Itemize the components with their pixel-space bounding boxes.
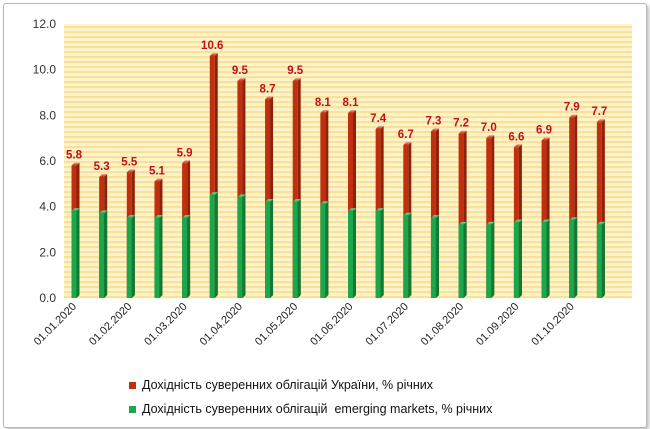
plot-stripe [64, 31, 632, 34]
x-tick-label: 01.09.2020 [474, 301, 521, 348]
data-label: 7.0 [481, 122, 497, 134]
x-tick-label: 01.04.2020 [198, 301, 245, 348]
plot-stripe [64, 46, 632, 49]
data-label: 8.7 [260, 83, 276, 95]
bar-emerging [237, 194, 246, 298]
plot-stripe [64, 76, 632, 79]
x-tick-label: 01.07.2020 [364, 301, 411, 348]
legend-swatch-green [129, 405, 136, 413]
legend-label-emerging: Дохідність суверенних облігацій emerging… [142, 402, 493, 416]
bar-emerging [320, 201, 329, 298]
data-label: 7.7 [591, 106, 607, 118]
data-label: 9.5 [232, 65, 249, 77]
bars [71, 52, 605, 299]
plot-stripe [64, 66, 632, 69]
legend-swatch-red [129, 381, 136, 389]
data-label: 5.9 [177, 147, 193, 159]
bar-emerging [569, 217, 578, 298]
chart-frame: 0.0 2.0 4.0 6.0 8.0 10.0 12.0 5.8 5.3 5.5 5.1 5.9 1… [3, 3, 647, 428]
bar-emerging [209, 192, 218, 298]
plot-stripe [64, 36, 632, 39]
bar-emerging [486, 221, 495, 298]
bar-emerging [126, 215, 135, 298]
x-tick-label: 01.08.2020 [419, 301, 466, 348]
data-label: 6.9 [536, 124, 552, 136]
plot-stripe [64, 81, 632, 84]
data-label: 8.1 [315, 97, 332, 109]
x-axis-labels: 01.01.2020 01.02.2020 01.03.2020 01.04.2020… [32, 301, 577, 348]
plot-stripe [64, 111, 632, 114]
data-label: 9.5 [287, 65, 304, 77]
y-tick-label: 8.0 [39, 108, 56, 122]
data-labels: 5.8 5.3 5.5 5.1 5.9 10.6 9.5 8.7 9.5 8.1 8.1 7.4 6.7… [66, 40, 607, 178]
plot-stripe [64, 101, 632, 104]
data-label: 5.5 [121, 156, 138, 168]
legend-item-emerging: Дохідність суверенних облігацій emerging… [129, 402, 492, 416]
y-tick-label: 4.0 [39, 200, 56, 214]
data-label: 6.6 [508, 131, 524, 143]
y-axis-ticks: 0.0 2.0 4.0 6.0 8.0 10.0 12.0 [33, 17, 57, 305]
x-tick-label: 01.06.2020 [308, 301, 355, 348]
data-label: 5.1 [149, 166, 166, 178]
legend-item-ukraine: Дохідність суверенних облігацій України,… [129, 378, 433, 392]
bar-emerging [596, 221, 605, 298]
bar-emerging [99, 210, 108, 298]
plot-stripe [64, 91, 632, 94]
bar-emerging [430, 215, 439, 298]
data-label: 7.2 [453, 118, 469, 130]
x-tick-label: 01.05.2020 [253, 301, 300, 348]
bar-emerging [182, 215, 191, 298]
data-label: 7.4 [370, 113, 387, 125]
x-tick-label: 01.02.2020 [87, 301, 134, 348]
x-tick-label: 01.03.2020 [142, 301, 189, 348]
data-label: 5.3 [94, 161, 110, 173]
data-label: 10.6 [201, 40, 223, 52]
plot-stripe [64, 86, 632, 89]
plot-stripe [64, 26, 632, 29]
plot-stripe [64, 71, 632, 74]
data-label: 7.9 [564, 102, 580, 114]
data-label: 8.1 [343, 97, 360, 109]
bar-emerging [265, 199, 274, 298]
bar-emerging [292, 199, 301, 298]
bar-emerging [348, 208, 356, 298]
plot-stripe [64, 56, 632, 59]
bar-emerging [154, 215, 163, 298]
plot-stripe [64, 51, 632, 54]
x-tick-label: 01.01.2020 [32, 301, 79, 348]
bar-emerging [513, 219, 522, 298]
x-tick-label: 01.10.2020 [529, 301, 576, 348]
y-tick-label: 10.0 [33, 63, 57, 77]
plot-stripe [64, 96, 632, 99]
legend-label-ukraine: Дохідність суверенних облігацій України,… [142, 378, 434, 392]
plot-stripe [64, 61, 632, 64]
y-tick-label: 2.0 [39, 245, 56, 259]
y-tick-label: 6.0 [39, 154, 56, 168]
data-label: 6.7 [398, 129, 414, 141]
bar-emerging [458, 221, 467, 298]
bar-emerging [541, 219, 550, 298]
plot-stripe [64, 106, 632, 109]
bond-yield-chart: 0.0 2.0 4.0 6.0 8.0 10.0 12.0 5.8 5.3 5.5 5.1 5.9 1… [32, 17, 632, 348]
y-tick-label: 0.0 [39, 291, 56, 305]
bar-emerging [375, 208, 384, 298]
data-label: 5.8 [66, 150, 83, 162]
bar-emerging [71, 208, 80, 298]
data-label: 7.3 [425, 115, 441, 127]
bar-emerging [403, 212, 412, 298]
y-tick-label: 12.0 [33, 17, 57, 31]
plot-stripe [64, 41, 632, 44]
